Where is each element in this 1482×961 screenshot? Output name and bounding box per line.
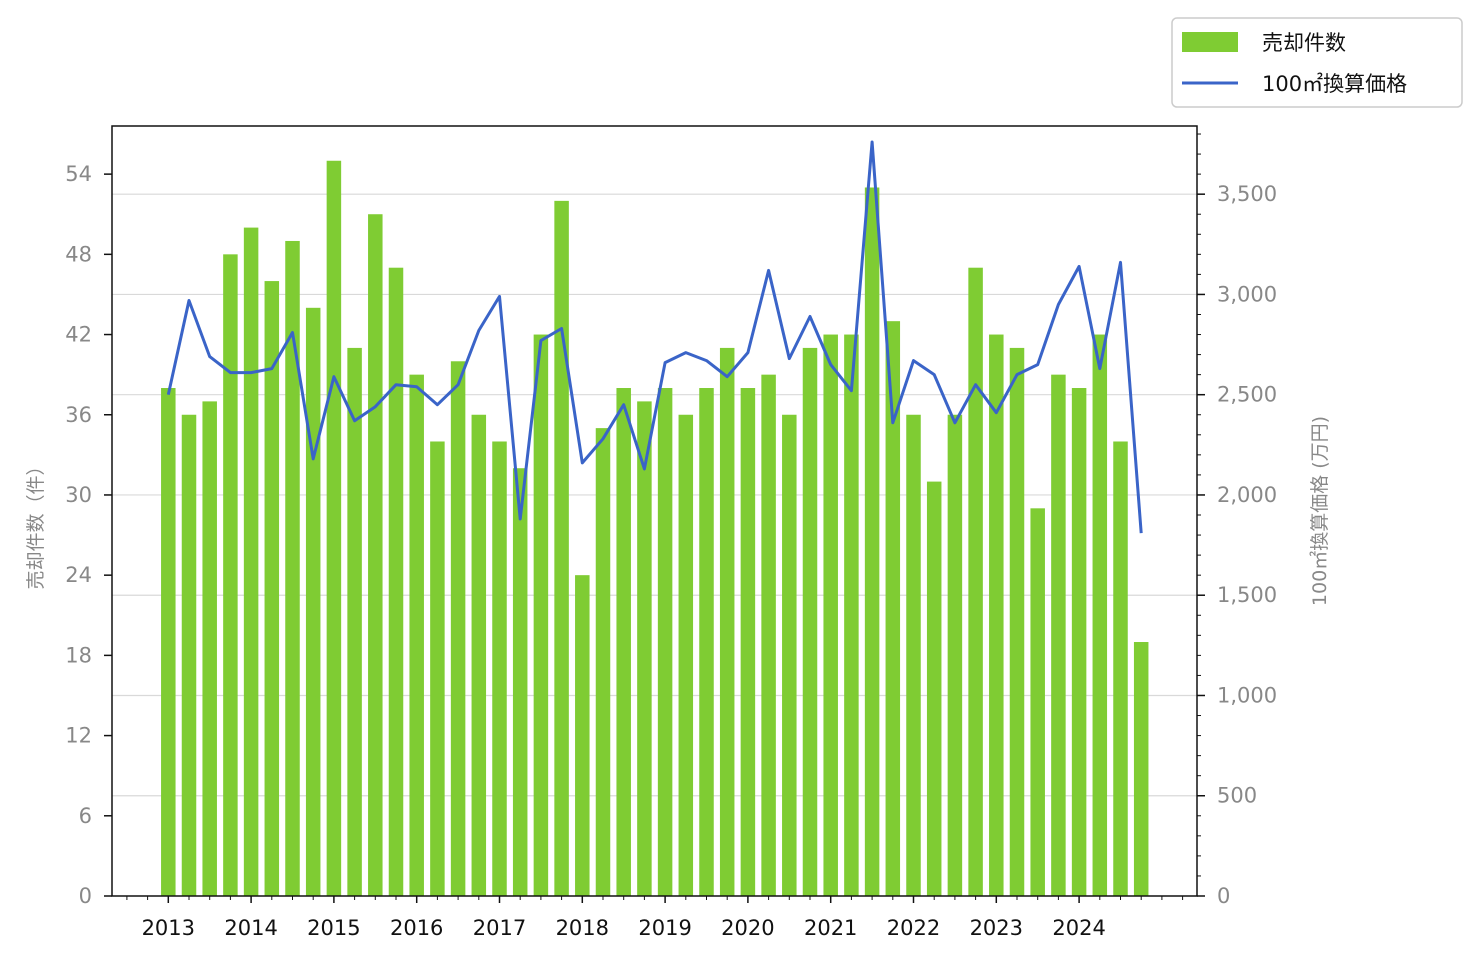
bar (989, 334, 1004, 897)
left-tick-label: 6 (79, 804, 92, 828)
right-tick-label: 500 (1217, 784, 1257, 808)
bar (802, 347, 818, 896)
right-tick-label: 2,500 (1217, 383, 1277, 407)
left-axis-title: 売却件数（件） (25, 456, 47, 589)
bar (1113, 441, 1128, 896)
legend: 売却件数 100㎡換算価格 (1171, 17, 1463, 108)
bar (678, 414, 694, 896)
left-tick-label: 18 (65, 643, 92, 667)
legend-bar-swatch (1182, 32, 1238, 52)
bar (202, 401, 217, 896)
bar (264, 281, 280, 896)
bar (844, 334, 859, 897)
bar (326, 160, 342, 896)
left-tick-label: 30 (65, 483, 92, 507)
bar (450, 361, 466, 896)
right-tick-label: 3,000 (1217, 282, 1277, 306)
bar (1133, 642, 1149, 896)
bar (864, 187, 880, 897)
plot-frame (111, 125, 1198, 897)
left-tick-label: 42 (65, 323, 92, 347)
x-tick-label: 2018 (556, 916, 609, 940)
x-tick-label: 2016 (390, 916, 443, 940)
right-tick-label: 1,500 (1217, 583, 1277, 607)
bar (761, 374, 776, 896)
x-tick-label: 2020 (721, 916, 774, 940)
bar (223, 254, 238, 897)
left-tick-label: 24 (65, 563, 92, 587)
bar (699, 388, 714, 896)
x-tick-label: 2023 (970, 916, 1023, 940)
bar (1051, 374, 1066, 896)
bar (533, 334, 549, 897)
bar (512, 468, 528, 896)
bar (906, 414, 921, 896)
x-tick-label: 2017 (473, 916, 526, 940)
left-tick-label: 36 (65, 403, 92, 427)
bar (1092, 334, 1108, 897)
bar (305, 307, 321, 896)
bar (243, 227, 259, 896)
legend-line-label: 100㎡換算価格 (1262, 72, 1407, 96)
bar (637, 401, 652, 896)
bar (782, 414, 797, 896)
bar (368, 214, 383, 896)
bar (492, 441, 507, 896)
right-tick-label: 1,000 (1217, 683, 1277, 707)
bar (388, 267, 404, 896)
bar (947, 414, 963, 896)
x-tick-label: 2021 (804, 916, 857, 940)
x-tick-label: 2014 (224, 916, 277, 940)
bar (430, 441, 445, 896)
bar (409, 374, 424, 896)
bar (575, 575, 590, 896)
bar (1009, 347, 1025, 896)
bar (926, 481, 942, 896)
legend-box (1171, 17, 1463, 108)
legend-bar-label: 売却件数 (1262, 31, 1346, 55)
price-line (166, 140, 1143, 534)
line-series (166, 140, 1143, 534)
bar (554, 200, 569, 897)
right-tick-label: 3,500 (1217, 182, 1277, 206)
bar (616, 388, 631, 896)
bar (740, 388, 756, 896)
bar (1030, 508, 1045, 896)
right-tick-label: 2,000 (1217, 483, 1277, 507)
bar (968, 267, 983, 896)
x-tick-label: 2013 (142, 916, 195, 940)
left-tick-label: 48 (65, 242, 92, 266)
bar (471, 414, 487, 896)
bar (719, 347, 735, 896)
x-tick-label: 2019 (638, 916, 691, 940)
bar (285, 240, 300, 896)
right-tick-label: 0 (1217, 884, 1230, 908)
bar (1071, 388, 1087, 896)
x-tick-label: 2022 (887, 916, 940, 940)
bar (161, 388, 176, 896)
bar (347, 347, 362, 896)
left-tick-label: 0 (79, 884, 92, 908)
bar (181, 414, 197, 896)
left-tick-label: 54 (65, 162, 92, 186)
left-tick-label: 12 (65, 724, 92, 748)
left-axis: 0 6 12 18 24 30 36 42 48 54 (65, 162, 112, 908)
x-tick-label: 2024 (1052, 916, 1105, 940)
bar (657, 388, 673, 896)
x-axis: 2013 2014 2015 2016 2017 2018 2019 2020 2021 2022… (126, 896, 1184, 940)
right-axis: 0 500 1,000 1,500 2,000 2,500 3,000 3,500 (1197, 133, 1277, 908)
bar (885, 321, 901, 897)
right-axis-title: 100㎡換算価格 (万円) (1308, 416, 1331, 606)
bar (823, 334, 838, 897)
bar (595, 428, 611, 896)
bar-series (161, 160, 1149, 897)
x-tick-label: 2015 (307, 916, 360, 940)
